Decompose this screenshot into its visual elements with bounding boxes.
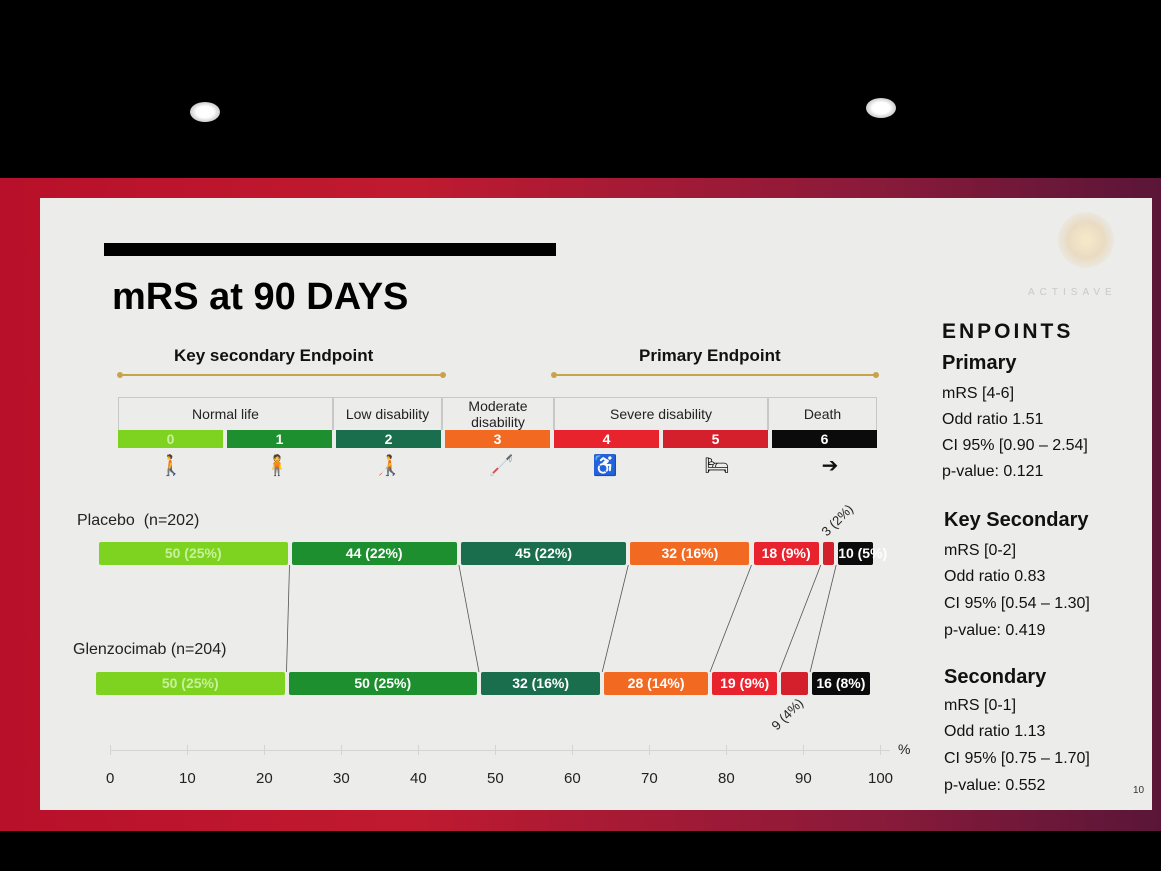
logo-icon bbox=[1058, 212, 1114, 268]
ceiling-light bbox=[190, 102, 220, 122]
x-tick-mark bbox=[726, 745, 727, 755]
secondary-line: p-value: 0.552 bbox=[944, 777, 1046, 794]
x-tick-mark bbox=[803, 745, 804, 755]
bed-icon: 🛏 bbox=[704, 455, 730, 477]
x-tick-label: 70 bbox=[641, 770, 658, 787]
bar-glenzocimab-mrs-2: 32 (16%) bbox=[481, 672, 601, 695]
key-secondary-endpoint-label: Key secondary Endpoint bbox=[174, 346, 374, 365]
walker-person-icon: 🧑‍🦯 bbox=[374, 455, 400, 477]
key-secondary-line: p-value: 0.419 bbox=[944, 622, 1046, 639]
wheelchair-icon: ♿ bbox=[592, 455, 618, 477]
x-axis-unit: % bbox=[898, 741, 911, 757]
logo-text: ACTISAVE bbox=[1028, 287, 1117, 298]
key-secondary-line: CI 95% [0.54 – 1.30] bbox=[944, 595, 1090, 612]
x-tick-mark bbox=[341, 745, 342, 755]
mrs-score-5: 5 bbox=[663, 430, 768, 448]
cane-person-icon: 🦯 bbox=[488, 455, 514, 477]
mrs-score-1: 1 bbox=[227, 430, 332, 448]
x-tick-mark bbox=[495, 745, 496, 755]
bar-glenzocimab-mrs-3: 28 (14%) bbox=[604, 672, 708, 695]
bar-glenzocimab-mrs-4: 19 (9%) bbox=[712, 672, 778, 695]
slide bbox=[40, 198, 1152, 810]
x-tick-mark bbox=[110, 745, 111, 755]
x-tick-mark bbox=[264, 745, 265, 755]
mrs-score-3: 3 bbox=[445, 430, 550, 448]
bar-placebo-mrs-2: 45 (22%) bbox=[460, 542, 627, 565]
primary-line: Odd ratio 1.51 bbox=[942, 411, 1044, 428]
category-moderate-disability: Moderate disability bbox=[442, 397, 554, 430]
x-tick-label: 30 bbox=[333, 770, 350, 787]
category-severe-disability: Severe disability bbox=[554, 397, 768, 430]
x-tick-mark bbox=[418, 745, 419, 755]
standing-person-icon: 🧍 bbox=[264, 455, 290, 477]
secondary-line: CI 95% [0.75 – 1.70] bbox=[944, 750, 1090, 767]
bar-glenzocimab-mrs-1: 50 (25%) bbox=[288, 672, 477, 695]
x-tick-label: 100 bbox=[868, 770, 894, 787]
bar-placebo-mrs-4: 18 (9%) bbox=[753, 542, 819, 565]
mrs-score-4: 4 bbox=[554, 430, 659, 448]
primary-line: p-value: 0.121 bbox=[942, 463, 1044, 480]
secondary-line: mRS [0-1] bbox=[944, 697, 1017, 714]
primary-line: mRS [4-6] bbox=[942, 385, 1015, 402]
x-tick-mark bbox=[649, 745, 650, 755]
category-low-disability: Low disability bbox=[333, 397, 442, 430]
connector-line bbox=[286, 564, 290, 673]
title-bar-decoration bbox=[104, 243, 556, 256]
x-tick-label: 20 bbox=[256, 770, 273, 787]
secondary-title: Secondary bbox=[944, 666, 1047, 688]
key-secondary-line: Odd ratio 0.83 bbox=[944, 568, 1046, 585]
key-secondary-title: Key Secondary bbox=[944, 509, 1089, 531]
endpoints-heading: ENPOINTS bbox=[942, 320, 1074, 343]
bar-placebo-mrs-0: 50 (25%) bbox=[99, 542, 288, 565]
page-number: 10 bbox=[1133, 785, 1145, 796]
x-tick-mark bbox=[187, 745, 188, 755]
ceiling-light bbox=[866, 98, 896, 118]
bar-placebo-mrs-6: 10 (5%) bbox=[838, 542, 887, 565]
bracket-dot bbox=[873, 372, 879, 378]
x-tick-label: 60 bbox=[564, 770, 581, 787]
key-secondary-line: mRS [0-2] bbox=[944, 542, 1017, 559]
placebo-label: Placebo (n=202) bbox=[77, 512, 200, 529]
connector-line bbox=[601, 564, 629, 673]
x-tick-label: 90 bbox=[795, 770, 812, 787]
key-secondary-bracket bbox=[120, 374, 444, 376]
connector-line bbox=[809, 564, 837, 673]
glenzocimab-label: Glenzocimab (n=204) bbox=[73, 641, 227, 658]
x-tick-label: 10 bbox=[179, 770, 196, 787]
x-tick-label: 50 bbox=[487, 770, 504, 787]
walking-person-icon: 🚶 bbox=[158, 455, 184, 477]
bar-glenzocimab-mrs-0: 50 (25%) bbox=[96, 672, 285, 695]
x-tick-label: 40 bbox=[410, 770, 427, 787]
x-tick-mark bbox=[880, 745, 881, 755]
x-tick-mark bbox=[572, 745, 573, 755]
mrs-score-6: 6 bbox=[772, 430, 877, 448]
secondary-line: Odd ratio 1.13 bbox=[944, 723, 1046, 740]
category-death: Death bbox=[768, 397, 877, 430]
x-axis bbox=[110, 750, 890, 751]
bracket-dot bbox=[440, 372, 446, 378]
primary-title: Primary bbox=[942, 352, 1017, 374]
lying-person-icon: ➔ bbox=[821, 455, 839, 477]
mrs-score-0: 0 bbox=[118, 430, 223, 448]
x-tick-label: 0 bbox=[106, 770, 115, 787]
bar-glenzocimab-mrs-6: 16 (8%) bbox=[812, 672, 870, 695]
mrs-score-2: 2 bbox=[336, 430, 441, 448]
bar-glenzocimab-mrs-5 bbox=[781, 672, 809, 695]
connector-line bbox=[458, 564, 480, 673]
primary-line: CI 95% [0.90 – 2.54] bbox=[942, 437, 1088, 454]
x-tick-label: 80 bbox=[718, 770, 735, 787]
primary-bracket bbox=[554, 374, 876, 376]
bar-placebo-mrs-1: 44 (22%) bbox=[291, 542, 457, 565]
connector-line bbox=[709, 564, 752, 673]
primary-endpoint-label: Primary Endpoint bbox=[639, 346, 781, 365]
bar-placebo-mrs-5 bbox=[822, 542, 835, 565]
connector-line bbox=[778, 564, 822, 673]
category-normal-life: Normal life bbox=[118, 397, 333, 430]
bar-placebo-mrs-3: 32 (16%) bbox=[630, 542, 750, 565]
slide-title: mRS at 90 DAYS bbox=[112, 276, 409, 318]
